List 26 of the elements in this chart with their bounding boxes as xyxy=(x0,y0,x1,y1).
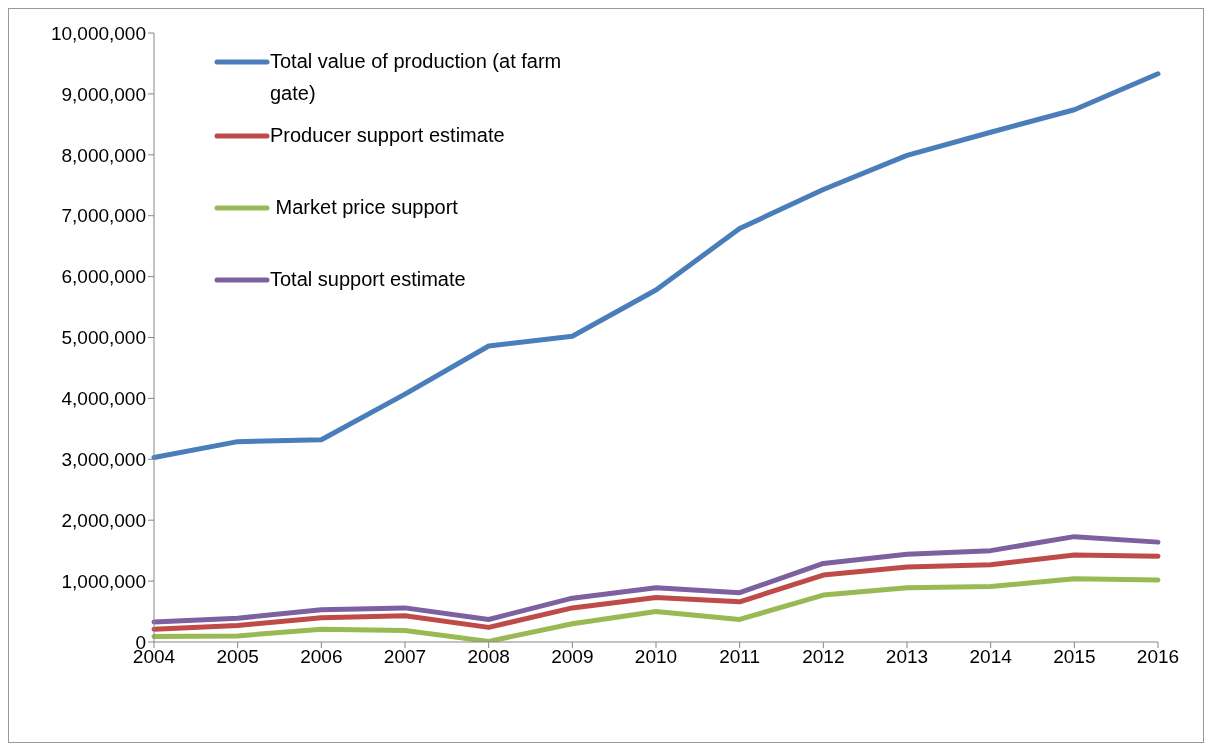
legend-label: Total support estimate xyxy=(270,267,466,292)
y-tick-label: 9,000,000 xyxy=(61,83,146,105)
x-tick-label: 2013 xyxy=(885,646,929,668)
x-tick-label: 2014 xyxy=(969,646,1013,668)
y-tick-label: 3,000,000 xyxy=(61,449,146,471)
y-tick-label: 7,000,000 xyxy=(61,205,146,227)
x-tick-label: 2016 xyxy=(1136,646,1180,668)
x-tick-label: 2006 xyxy=(300,646,343,668)
x-tick-label: 2015 xyxy=(1053,646,1096,668)
legend-label: Producer support estimate xyxy=(270,123,505,148)
x-tick-label: 2010 xyxy=(634,646,678,668)
y-tick-label: 5,000,000 xyxy=(61,327,146,349)
y-tick-label: 10,000,000 xyxy=(50,22,146,44)
legend-label: Total value of production (at farm gate) xyxy=(270,49,563,106)
x-tick-label: 2008 xyxy=(467,646,510,668)
x-tick-label: 2012 xyxy=(802,646,845,668)
x-tick-label: 2011 xyxy=(719,646,761,668)
y-tick-label: 6,000,000 xyxy=(61,266,146,288)
y-tick-label: 4,000,000 xyxy=(61,388,146,410)
x-tick-label: 2007 xyxy=(383,646,427,668)
y-tick-label: 8,000,000 xyxy=(61,144,146,166)
y-tick-label: 1,000,000 xyxy=(61,570,146,592)
legend-label: Market price support xyxy=(274,195,458,220)
y-tick-label: 2,000,000 xyxy=(61,509,146,531)
x-tick-label: 2005 xyxy=(216,646,259,668)
x-tick-label: 2009 xyxy=(551,646,594,668)
